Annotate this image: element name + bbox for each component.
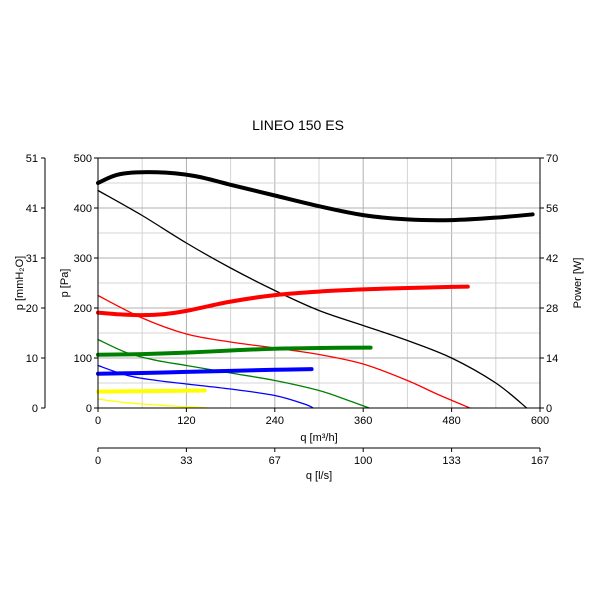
mmh2o-tick-label: 31 [26,253,38,265]
mmh2o-tick-label: 51 [26,153,38,165]
power-tick-label: 0 [546,403,552,415]
pa-tick-label: 300 [74,253,92,265]
pa-tick-label: 500 [74,153,92,165]
chart-title: LINEO 150 ES [252,117,344,133]
x2-tick-label: 0 [95,455,101,467]
y-axis-title-pa: p [Pa] [59,269,71,298]
x-tick-label: 240 [266,415,284,427]
red-power-curve [96,284,470,318]
x2-tick-label: 133 [442,455,460,467]
mmh2o-tick-label: 0 [32,403,38,415]
pa-tick-label: 100 [74,353,92,365]
pa-tick-label: 0 [86,403,92,415]
black-power-curve [96,170,535,223]
power-tick-label: 56 [546,203,558,215]
yellow-power-curve [96,388,207,394]
tick-labels: 0 10 20 31 41 51 0 100 200 300 400 500 0 14 28 42 56 70 0 1… [26,153,559,467]
y-axis-title-power: Power [W] [572,258,584,309]
x2-tick-label: 100 [354,455,372,467]
x2-tick-label: 33 [180,455,192,467]
power-tick-label: 70 [546,153,558,165]
power-tick-label: 28 [546,303,558,315]
x-axis-title: q [m³/h] [300,432,337,444]
x-tick-label: 600 [531,415,549,427]
blue-pressure-curve [97,364,314,409]
x-tick-label: 0 [95,415,101,427]
x-tick-label: 480 [442,415,460,427]
x2-tick-label: 67 [269,455,281,467]
y-axis-title-mmh2o: p [mmH₂O] [14,256,26,310]
mmh2o-tick-label: 10 [26,353,38,365]
plot-frame [41,157,544,452]
red-pressure-curve [97,294,471,409]
x2-axis-title: q [l/s] [306,470,332,482]
power-tick-label: 14 [546,353,558,365]
black-pressure-curve [97,189,528,409]
pa-tick-label: 200 [74,303,92,315]
green-power-curve [96,345,373,357]
x-tick-label: 120 [177,415,195,427]
blue-power-curve [96,367,314,376]
series-layer [96,170,535,409]
pa-tick-label: 400 [74,203,92,215]
plot-border [97,157,541,409]
power-tick-label: 42 [546,253,558,265]
mmh2o-tick-label: 20 [26,303,38,315]
mmh2o-tick-label: 41 [26,203,38,215]
x2-tick-label: 167 [531,455,549,467]
x-tick-label: 360 [354,415,372,427]
